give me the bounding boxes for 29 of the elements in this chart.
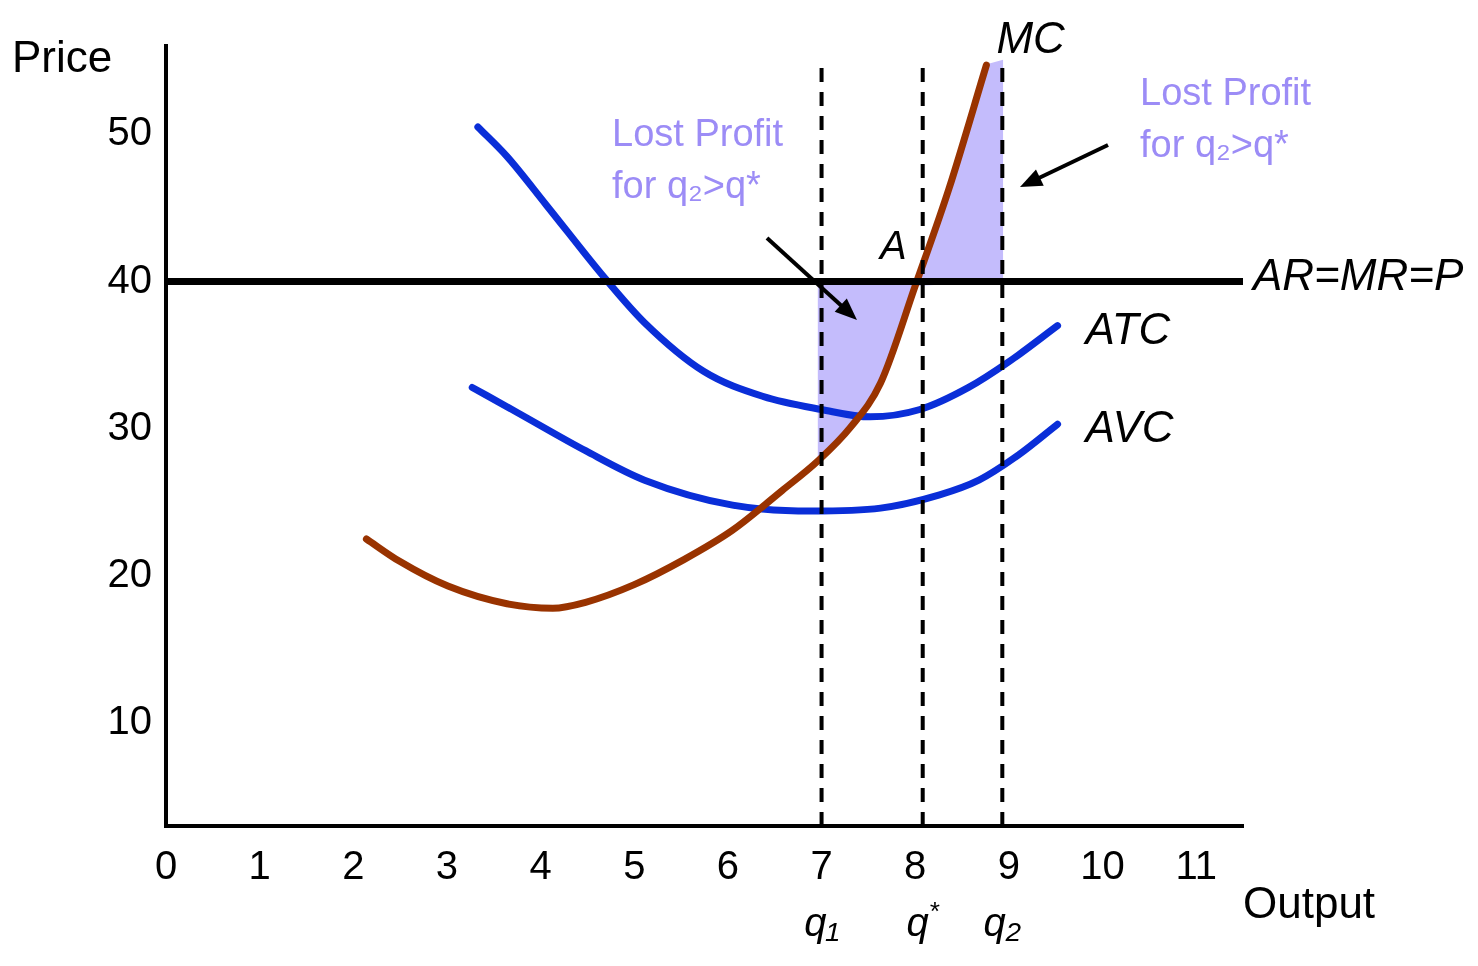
- annotation: Lost Profit for q₂>q*: [1140, 71, 1312, 165]
- y-tick-label: 40: [107, 256, 152, 301]
- x-tick-label: 7: [810, 843, 833, 888]
- series-label: MC: [996, 13, 1067, 63]
- series-label: ATC: [1082, 303, 1172, 353]
- x-tick-label: 10: [1080, 843, 1125, 888]
- ref-line-label: q*: [906, 896, 940, 944]
- annotation: A: [877, 223, 907, 268]
- ref-line-label: q₂: [983, 900, 1022, 944]
- x-tick-label: 6: [716, 843, 740, 888]
- x-tick-label: 0: [154, 843, 178, 888]
- x-tick-label: 9: [997, 843, 1020, 888]
- x-tick-label: 11: [1175, 843, 1217, 888]
- x-tick-label: 4: [529, 843, 552, 888]
- y-tick-label: 50: [107, 109, 152, 154]
- series-label: AVC: [1082, 402, 1175, 452]
- y-axis-title: Price: [12, 32, 113, 81]
- y-tick-label: 10: [107, 698, 152, 743]
- y-tick-label: 20: [107, 550, 152, 595]
- y-tick-label: 30: [107, 403, 152, 448]
- x-tick-label: 3: [435, 843, 459, 888]
- x-axis-title: Output: [1243, 878, 1376, 927]
- annotation: Lost Profit for q₂>q*: [612, 112, 784, 206]
- x-tick-label: 8: [904, 843, 927, 888]
- ref-line-label: q₁: [804, 900, 840, 944]
- x-tick-label: 5: [623, 843, 646, 888]
- x-tick-label: 1: [248, 843, 271, 888]
- x-tick-label: 2: [342, 843, 365, 888]
- ref-line-label: AR=MR=P: [1250, 249, 1464, 299]
